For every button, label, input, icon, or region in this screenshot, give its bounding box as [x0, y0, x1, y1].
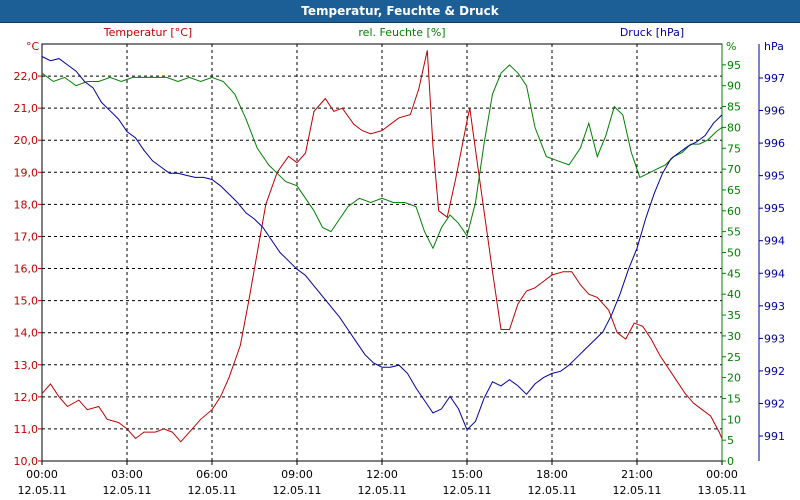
x-tick-time-label: 21:00 [621, 468, 653, 481]
pressure-tick-label: 993 [764, 332, 785, 345]
x-tick-date-label: 12.05.11 [358, 484, 407, 497]
temperature-tick-label: 12,0 [14, 391, 39, 404]
x-tick-date-label: 12.05.11 [613, 484, 662, 497]
pressure-tick-label: 993 [764, 300, 785, 313]
pressure-tick-label: 996 [764, 105, 785, 118]
x-tick-time-label: 06:00 [196, 468, 228, 481]
humidity-tick-label: 45 [727, 267, 741, 280]
x-tick-time-label: 09:00 [281, 468, 313, 481]
pressure-tick-label: 992 [764, 397, 785, 410]
pressure-tick-label: 995 [764, 170, 785, 183]
pressure-tick-label: 994 [764, 235, 785, 248]
temperature-tick-label: 11,0 [14, 423, 39, 436]
x-tick-time-label: 00:00 [26, 468, 58, 481]
x-tick-time-label: 18:00 [536, 468, 568, 481]
pressure-axis-label: Druck [hPa] [620, 26, 684, 39]
humidity-tick-label: 0 [727, 455, 734, 468]
x-tick-date-label: 12.05.11 [103, 484, 152, 497]
x-tick-time-label: 15:00 [451, 468, 483, 481]
plot-area [41, 43, 723, 462]
temperature-tick-label: 15,0 [14, 295, 39, 308]
pressure-unit-label: hPa [764, 40, 784, 53]
humidity-tick-label: 35 [727, 309, 741, 322]
humidity-tick-label: 5 [727, 434, 734, 447]
pressure-tick-label: 996 [764, 137, 785, 150]
humidity-tick-label: 75 [727, 142, 741, 155]
humidity-tick-label: 80 [727, 121, 741, 134]
temperature-tick-label: 18,0 [14, 198, 39, 211]
humidity-tick-label: 30 [727, 330, 741, 343]
humidity-series-line [41, 64, 723, 250]
temperature-tick-label: 14,0 [14, 327, 39, 340]
x-tick-date-label: 12.05.11 [273, 484, 322, 497]
x-tick-date-label: 13.05.11 [698, 484, 747, 497]
pressure-tick-label: 995 [764, 202, 785, 215]
humidity-tick-label: 25 [727, 351, 741, 364]
humidity-tick-label: 40 [727, 288, 741, 301]
temperature-tick-label: 20,0 [14, 134, 39, 147]
x-tick-date-label: 12.05.11 [528, 484, 577, 497]
chart-title: Temperatur, Feuchte & Druck [0, 0, 800, 23]
temperature-tick-label: 16,0 [14, 263, 39, 276]
x-tick-date-label: 12.05.11 [188, 484, 237, 497]
temperature-tick-label: 19,0 [14, 166, 39, 179]
x-tick-time-label: 12:00 [366, 468, 398, 481]
x-tick-date-label: 12.05.11 [443, 484, 492, 497]
temperature-tick-label: 13,0 [14, 359, 39, 372]
humidity-tick-label: 70 [727, 163, 741, 176]
pressure-tick-label: 992 [764, 365, 785, 378]
temperature-tick-label: 17,0 [14, 230, 39, 243]
humidity-tick-label: 20 [727, 372, 741, 385]
humidity-tick-label: 95 [727, 59, 741, 72]
x-tick-time-label: 03:00 [111, 468, 143, 481]
humidity-unit-label: % [726, 40, 736, 53]
humidity-tick-label: 50 [727, 247, 741, 260]
humidity-tick-label: 65 [727, 184, 741, 197]
x-tick-date-label: 12.05.11 [18, 484, 67, 497]
temperature-tick-label: 21,0 [14, 102, 39, 115]
x-tick-time-label: 00:00 [706, 468, 738, 481]
humidity-tick-label: 55 [727, 226, 741, 239]
humidity-tick-label: 90 [727, 80, 741, 93]
temperature-axis-label: Temperatur [°C] [103, 26, 192, 39]
pressure-tick-label: 991 [764, 430, 785, 443]
humidity-tick-label: 60 [727, 205, 741, 218]
pressure-series-line [41, 56, 723, 431]
pressure-tick-label: 997 [764, 72, 785, 85]
temperature-series-line [41, 50, 723, 443]
humidity-tick-label: 10 [727, 413, 741, 426]
humidity-tick-label: 15 [727, 392, 741, 405]
humidity-tick-label: 85 [727, 101, 741, 114]
temperature-tick-label: 10,0 [14, 455, 39, 468]
temperature-tick-label: 22,0 [14, 70, 39, 83]
pressure-tick-label: 994 [764, 267, 785, 280]
temperature-unit-label: °C [26, 40, 40, 53]
humidity-axis-label: rel. Feuchte [%] [358, 26, 445, 39]
